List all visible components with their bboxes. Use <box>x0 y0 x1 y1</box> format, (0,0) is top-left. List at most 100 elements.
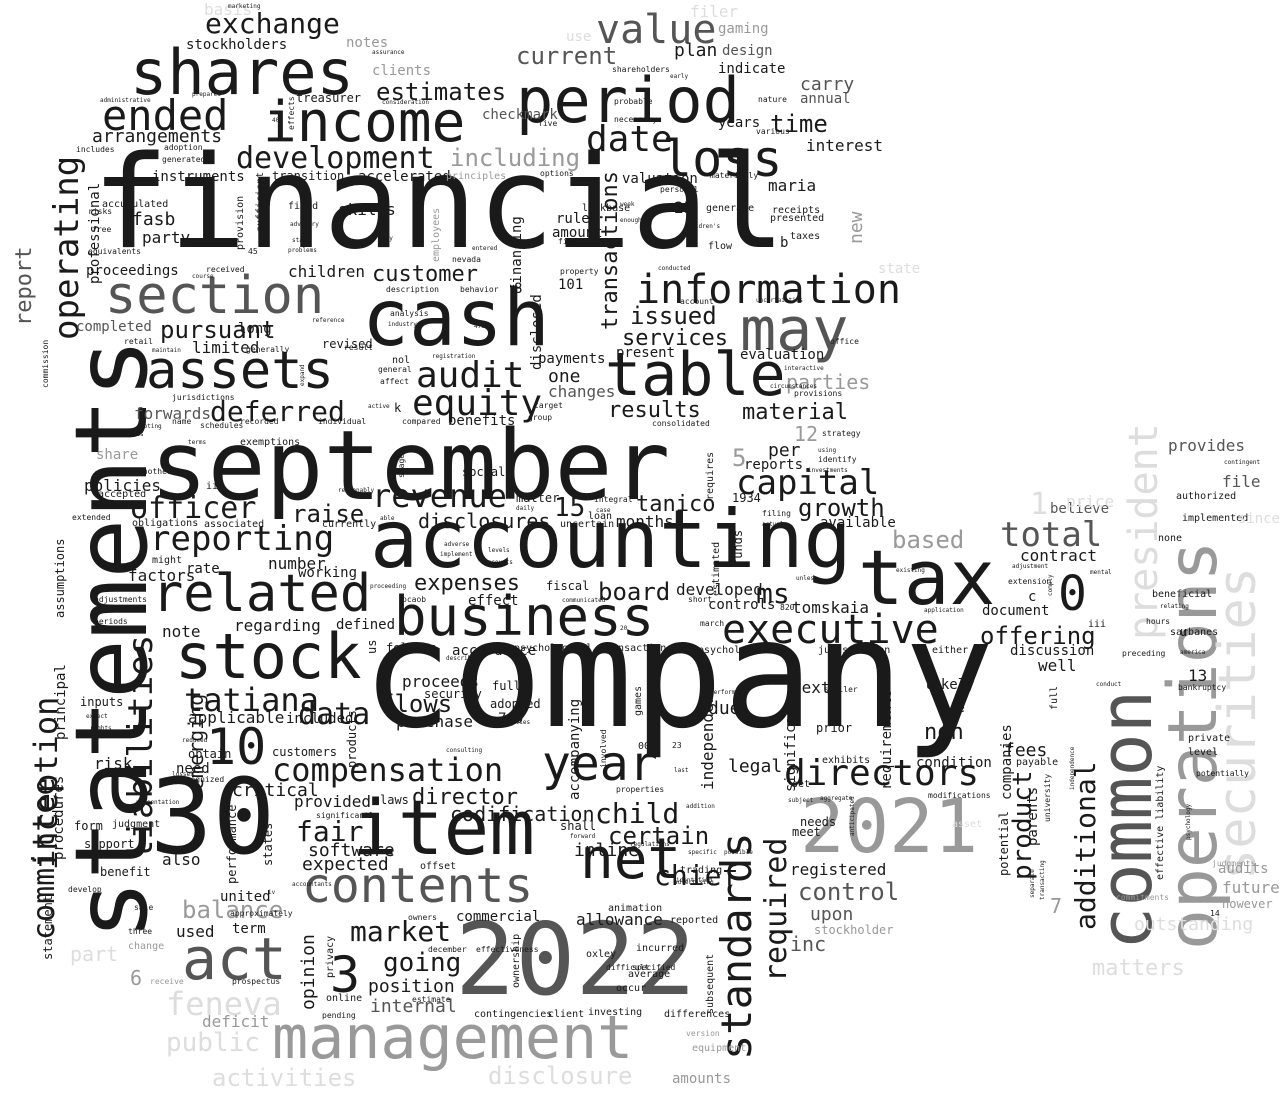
word-addition: addition <box>686 803 715 810</box>
word-20: 20 <box>620 625 628 632</box>
word-exemptions: exemptions <box>240 437 301 448</box>
word-instruments: instruments <box>152 169 245 185</box>
word-effectiveness: effectiveness <box>476 945 539 954</box>
word-modifications: modifications <box>928 791 991 800</box>
word-fasb: fasb <box>132 209 176 230</box>
word-registration: registration <box>432 353 476 360</box>
word-year: year <box>542 736 658 792</box>
word-skills: skills <box>338 200 396 219</box>
word-405: 405 <box>272 117 283 124</box>
word-14: 14 <box>1210 909 1220 918</box>
word-reasonably: reasonably <box>338 487 375 494</box>
word-perform: perform <box>710 689 736 696</box>
word-5: 5 <box>732 444 747 472</box>
word-industry: industry <box>388 321 417 328</box>
word-generate: generate <box>706 203 755 214</box>
word-consulting: consulting <box>446 747 483 754</box>
word-support: support <box>84 837 135 851</box>
word-based: based <box>892 526 965 554</box>
word-rule: rule <box>556 211 590 227</box>
word-deferred: deferred <box>210 395 345 428</box>
word-extended: extended <box>72 513 111 522</box>
word-tomskaia: tomskaia <box>792 598 870 617</box>
word-18: 18 <box>346 181 354 188</box>
word-estimated: estimated <box>711 541 722 596</box>
word-employees: employees <box>431 207 442 262</box>
word-growth: growth <box>798 494 885 522</box>
word-executive: executive <box>722 607 939 653</box>
word-free: free <box>92 225 112 234</box>
word-pending: pending <box>322 1011 356 1020</box>
word-using: using <box>818 447 837 454</box>
word-generated: generated <box>162 155 206 164</box>
word-section: section <box>105 266 325 326</box>
word-risk: risk <box>94 754 133 773</box>
word-identified: identified <box>676 877 713 884</box>
word-stockholder: stockholder <box>814 923 894 937</box>
word-reporting: reporting <box>150 519 335 559</box>
word-needs: needs <box>800 815 837 829</box>
word-provides: provides <box>1168 436 1246 455</box>
word-accounts: accounts <box>484 559 513 566</box>
word-1934: 1934 <box>732 491 761 505</box>
word-indicate: indicate <box>718 61 786 77</box>
word-transactions: transactions <box>598 171 623 330</box>
word-exhibits: exhibits <box>822 755 871 766</box>
word-23: 23 <box>672 741 682 750</box>
word-possible: possible <box>724 849 753 856</box>
word-board: board <box>598 578 671 606</box>
word-arrangements: arrangements <box>92 126 223 147</box>
word-group: group <box>528 413 553 422</box>
word-client: client <box>548 1009 585 1020</box>
word-requirements: requirements <box>879 688 895 790</box>
word-740: 740 <box>498 711 524 727</box>
word-new: new <box>846 211 867 244</box>
word-trading: trading <box>680 865 723 876</box>
word-date: date <box>586 119 673 160</box>
word-receipts: receipts <box>772 205 821 216</box>
word-capital: capital <box>736 463 880 503</box>
word-clients: clients <box>372 63 432 79</box>
word-carry: carry <box>800 74 855 95</box>
word-mental: mental <box>1090 569 1112 576</box>
word-early: early <box>670 73 689 80</box>
word-marketing: marketing <box>228 3 261 10</box>
word-implement: implement <box>440 551 473 558</box>
word-associated: associated <box>204 519 265 530</box>
word-well: well <box>1038 656 1077 675</box>
word-presented: presented <box>770 213 825 224</box>
word-3: 3 <box>330 946 361 1004</box>
word-stock: stock <box>175 620 362 693</box>
word-fully: fully <box>492 679 529 693</box>
word-also: also <box>162 850 201 869</box>
word-party: party <box>142 228 191 247</box>
word-provision: provision <box>235 195 246 250</box>
word-uncertainties: uncertainties <box>756 297 803 304</box>
word-specific: specific <box>688 849 717 856</box>
word-one: one <box>548 366 581 387</box>
word-games: games <box>633 685 644 716</box>
word-meet: meet <box>792 825 821 839</box>
word-c: c <box>1028 589 1037 605</box>
word-judgments: judgments <box>1212 859 1256 868</box>
word-developed: developed <box>676 580 763 599</box>
word-total: total <box>1000 515 1103 555</box>
word-ms: ms <box>756 577 790 610</box>
word-assets: assets <box>146 341 334 401</box>
word-short: short <box>688 595 713 604</box>
word-proceedings: proceedings <box>86 263 179 279</box>
word-registered: registered <box>790 860 887 879</box>
word-jurisdiction: jurisdiction <box>818 645 891 656</box>
word-jurisdictions: jurisdictions <box>172 393 235 402</box>
word-months: months <box>616 512 674 531</box>
word-nevada: nevada <box>452 255 481 264</box>
word-revised: revised <box>322 337 373 351</box>
word-stockholders: stockholders <box>186 37 288 53</box>
word-office: office <box>830 337 859 346</box>
word-2022: 2022 <box>455 901 696 1018</box>
word-contents: contents <box>302 858 534 914</box>
word-nol: nol <box>392 355 411 366</box>
word-adopted: adopted <box>490 697 541 711</box>
word-value: value <box>596 7 717 53</box>
word-financial: financial <box>92 129 786 278</box>
